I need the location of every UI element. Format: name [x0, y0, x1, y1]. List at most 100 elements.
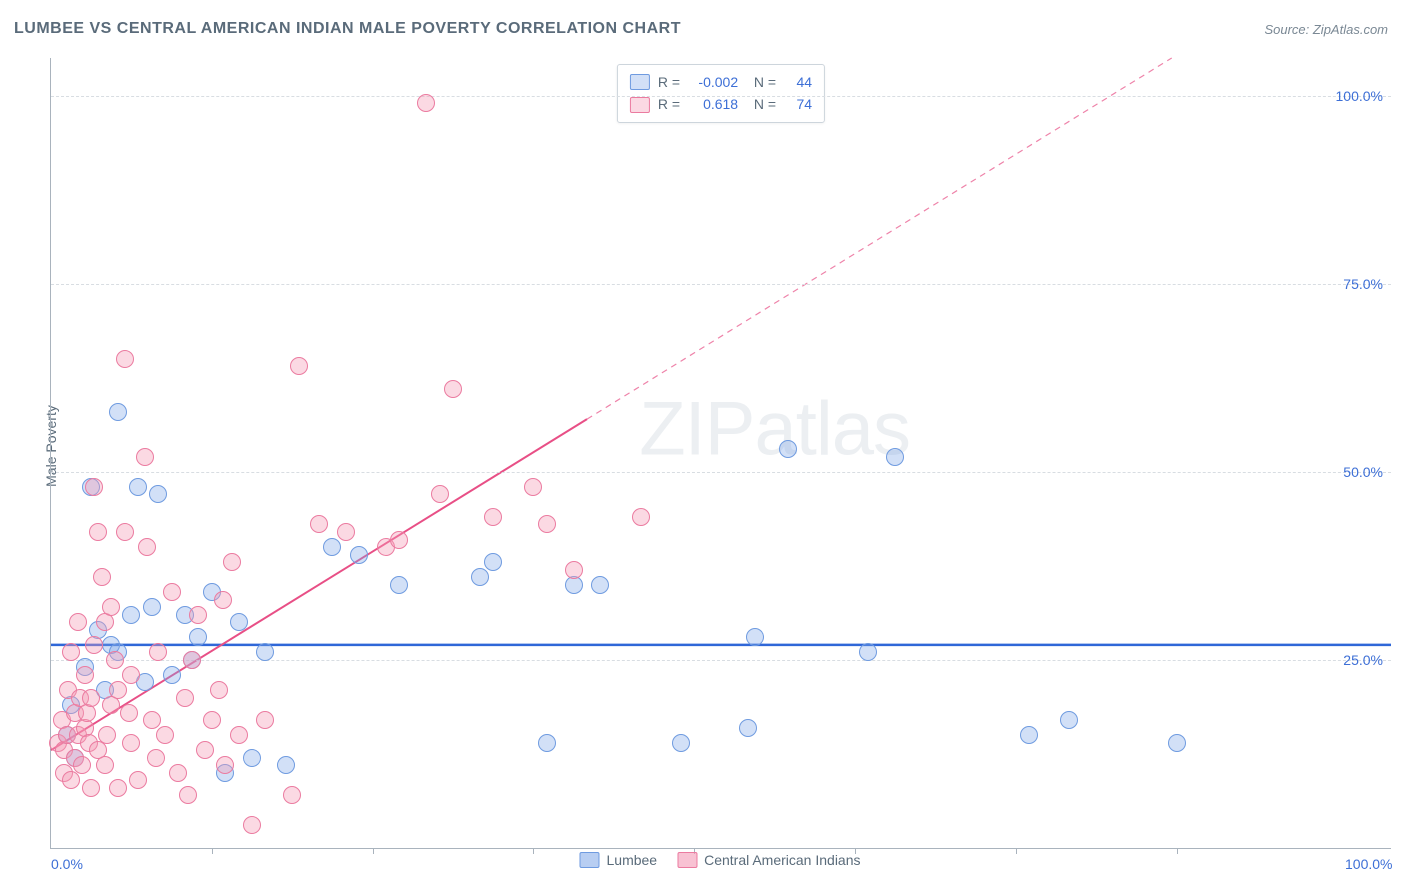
grid-line: [51, 96, 1391, 97]
scatter-point: [417, 94, 435, 112]
scatter-point: [109, 681, 127, 699]
x-tick-mark: [1177, 848, 1178, 854]
scatter-point: [565, 561, 583, 579]
watermark: ZIPatlas: [639, 386, 910, 473]
legend-swatch-icon: [677, 852, 697, 868]
scatter-point: [216, 756, 234, 774]
scatter-point: [109, 403, 127, 421]
scatter-point: [85, 636, 103, 654]
legend-n-value-cai: 74: [784, 93, 812, 115]
scatter-point: [122, 734, 140, 752]
scatter-point: [149, 485, 167, 503]
scatter-point: [129, 478, 147, 496]
scatter-point: [524, 478, 542, 496]
scatter-point: [538, 734, 556, 752]
legend-swatch-icon: [579, 852, 599, 868]
scatter-point: [1020, 726, 1038, 744]
scatter-point: [163, 666, 181, 684]
scatter-point: [93, 568, 111, 586]
scatter-point: [230, 726, 248, 744]
legend-item-lumbee: Lumbee: [579, 852, 657, 868]
scatter-point: [116, 523, 134, 541]
scatter-point: [390, 576, 408, 594]
scatter-point: [98, 726, 116, 744]
scatter-point: [484, 553, 502, 571]
legend-swatch-lumbee: [630, 74, 650, 90]
scatter-point: [96, 756, 114, 774]
legend-n-value-lumbee: 44: [784, 71, 812, 93]
chart-title: LUMBEE VS CENTRAL AMERICAN INDIAN MALE P…: [14, 20, 681, 38]
scatter-point: [85, 478, 103, 496]
scatter-point: [156, 726, 174, 744]
scatter-point: [62, 643, 80, 661]
scatter-point: [591, 576, 609, 594]
scatter-point: [138, 538, 156, 556]
scatter-point: [739, 719, 757, 737]
scatter-point: [129, 771, 147, 789]
scatter-point: [1060, 711, 1078, 729]
scatter-point: [82, 689, 100, 707]
scatter-point: [136, 448, 154, 466]
scatter-point: [283, 786, 301, 804]
legend-row-lumbee: R = -0.002 N = 44: [630, 71, 812, 93]
scatter-point: [859, 643, 877, 661]
scatter-point: [176, 689, 194, 707]
scatter-point: [337, 523, 355, 541]
scatter-point: [390, 531, 408, 549]
y-tick-label: 25.0%: [1343, 652, 1383, 668]
x-tick-mark: [1016, 848, 1017, 854]
scatter-point: [310, 515, 328, 533]
scatter-point: [109, 779, 127, 797]
scatter-point: [78, 704, 96, 722]
scatter-point: [256, 643, 274, 661]
scatter-point: [62, 771, 80, 789]
legend-row-cai: R = 0.618 N = 74: [630, 93, 812, 115]
trend-lines-layer: [51, 58, 1391, 848]
scatter-point: [350, 546, 368, 564]
scatter-point: [471, 568, 489, 586]
scatter-point: [120, 704, 138, 722]
scatter-point: [444, 380, 462, 398]
plot-wrapper: ZIPatlas R = -0.002 N = 44 R = 0.618 N =…: [50, 58, 1390, 848]
legend-swatch-cai: [630, 97, 650, 113]
legend-r-value-lumbee: -0.002: [688, 71, 738, 93]
scatter-point: [886, 448, 904, 466]
scatter-point: [672, 734, 690, 752]
scatter-point: [431, 485, 449, 503]
scatter-point: [89, 523, 107, 541]
scatter-point: [147, 749, 165, 767]
legend-series: Lumbee Central American Indians: [579, 852, 860, 868]
scatter-point: [779, 440, 797, 458]
y-tick-label: 50.0%: [1343, 464, 1383, 480]
x-tick-mark: [212, 848, 213, 854]
scatter-point: [163, 583, 181, 601]
scatter-point: [243, 749, 261, 767]
scatter-point: [149, 643, 167, 661]
scatter-point: [183, 651, 201, 669]
legend-label-cai: Central American Indians: [704, 852, 860, 868]
legend-n-label: N =: [746, 93, 776, 115]
legend-r-label: R =: [658, 93, 680, 115]
scatter-point: [189, 628, 207, 646]
scatter-point: [69, 613, 87, 631]
x-tick-mark: [533, 848, 534, 854]
watermark-bold: ZIP: [639, 387, 754, 472]
y-tick-label: 75.0%: [1343, 276, 1383, 292]
scatter-point: [82, 779, 100, 797]
scatter-point: [632, 508, 650, 526]
scatter-point: [143, 711, 161, 729]
scatter-point: [116, 350, 134, 368]
scatter-point: [76, 666, 94, 684]
y-tick-label: 100.0%: [1336, 88, 1383, 104]
grid-line: [51, 284, 1391, 285]
scatter-point: [73, 756, 91, 774]
scatter-point: [223, 553, 241, 571]
scatter-point: [203, 711, 221, 729]
scatter-point: [230, 613, 248, 631]
x-tick-label: 0.0%: [51, 856, 83, 872]
legend-n-label: N =: [746, 71, 776, 93]
scatter-point: [169, 764, 187, 782]
scatter-point: [256, 711, 274, 729]
scatter-point: [179, 786, 197, 804]
scatter-point: [323, 538, 341, 556]
